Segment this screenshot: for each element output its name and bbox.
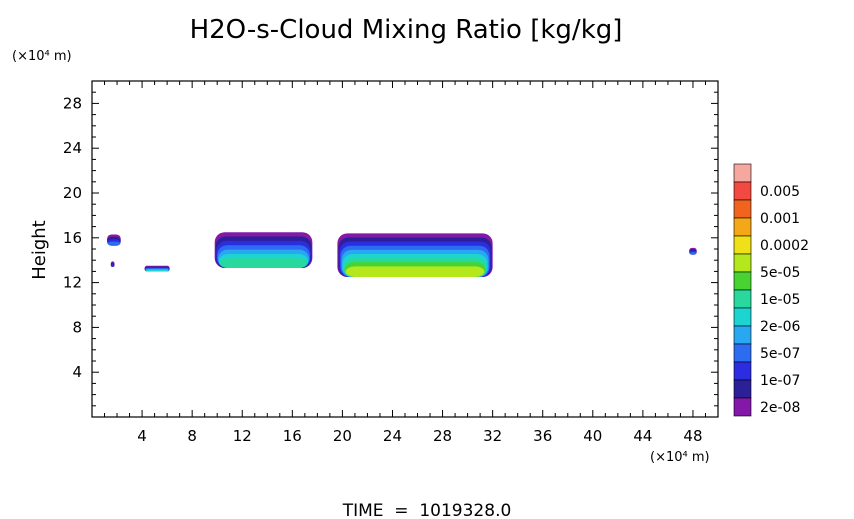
cloud-band xyxy=(219,258,308,269)
colorbar-swatch xyxy=(733,235,752,255)
x-tick-label: 16 xyxy=(283,427,302,445)
y-tick-label: 20 xyxy=(63,184,82,202)
colorbar-swatch xyxy=(733,307,752,327)
cloud-band xyxy=(110,264,115,267)
cloud-band xyxy=(107,241,121,246)
cloud-small-right xyxy=(689,247,697,255)
cloud-regions xyxy=(107,232,697,277)
x-tick-label: 44 xyxy=(633,427,652,445)
cloud-band xyxy=(145,269,169,272)
x-tick-label: 28 xyxy=(433,427,452,445)
cloud-large xyxy=(337,233,493,277)
x-tick-label: 12 xyxy=(233,427,252,445)
colorbar-swatch xyxy=(733,289,752,309)
colorbar-swatch xyxy=(733,163,752,183)
y-unit-label: (×10⁴ m) xyxy=(12,49,72,64)
y-tick-label: 12 xyxy=(63,274,82,292)
x-tick-label: 24 xyxy=(383,427,402,445)
colorbar-label: 0.001 xyxy=(760,211,800,227)
cloud-band xyxy=(689,252,697,255)
colorbar-label: 0.005 xyxy=(760,184,800,200)
colorbar-label: 5e-05 xyxy=(760,265,800,281)
y-axis-label: Height xyxy=(29,220,50,280)
colorbar-label: 1e-07 xyxy=(760,373,800,389)
chart-title: H2O-s-Cloud Mixing Ratio [kg/kg] xyxy=(190,15,623,45)
colorbar-label: 1e-05 xyxy=(760,292,800,308)
x-tick-label: 8 xyxy=(187,427,197,445)
cloud-middle xyxy=(214,232,313,269)
y-tick-label: 4 xyxy=(72,363,82,381)
colorbar-swatch xyxy=(733,325,752,345)
y-tick-label: 28 xyxy=(63,94,82,112)
time-label: TIME = 1019328.0 xyxy=(342,501,512,519)
colorbar-label: 2e-06 xyxy=(760,319,800,335)
colorbar-swatch xyxy=(733,361,752,381)
colorbar-label: 5e-07 xyxy=(760,346,800,362)
colorbar-swatch xyxy=(733,379,752,399)
cloud-small-left xyxy=(107,234,121,246)
colorbar-label: 0.0002 xyxy=(760,238,809,254)
x-tick-label: 20 xyxy=(333,427,352,445)
colorbar-swatch xyxy=(733,181,752,201)
y-tick-label: 16 xyxy=(63,229,82,247)
x-tick-label: 40 xyxy=(583,427,602,445)
colorbar-swatch xyxy=(733,217,752,237)
y-tick-label: 8 xyxy=(72,318,82,336)
colorbar: 0.005 0.001 0.0002 5e-05 1e-05 2e-06 5e-07 1e-0… xyxy=(733,163,809,417)
cloud-band xyxy=(345,266,485,277)
colorbar-label: 2e-08 xyxy=(760,400,800,416)
colorbar-swatch xyxy=(733,397,752,417)
cloud-low-patch xyxy=(144,265,170,272)
colorbar-swatch xyxy=(733,271,752,291)
colorbar-swatch xyxy=(733,343,752,363)
colorbar-swatch xyxy=(733,253,752,273)
x-tick-label: 4 xyxy=(137,427,147,445)
x-tick-label: 36 xyxy=(533,427,552,445)
colorbar-swatch xyxy=(733,199,752,219)
x-tick-label: 48 xyxy=(683,427,702,445)
y-tick-label: 24 xyxy=(63,139,82,157)
y-axis: 4 8 12 16 20 24 28 xyxy=(63,91,718,407)
x-unit-label: (×10⁴ m) xyxy=(650,450,710,465)
x-axis: 4 8 12 16 20 24 28 32 36 40 44 48 xyxy=(104,81,706,445)
cloud-dot-left xyxy=(110,261,115,267)
x-tick-label: 32 xyxy=(483,427,502,445)
